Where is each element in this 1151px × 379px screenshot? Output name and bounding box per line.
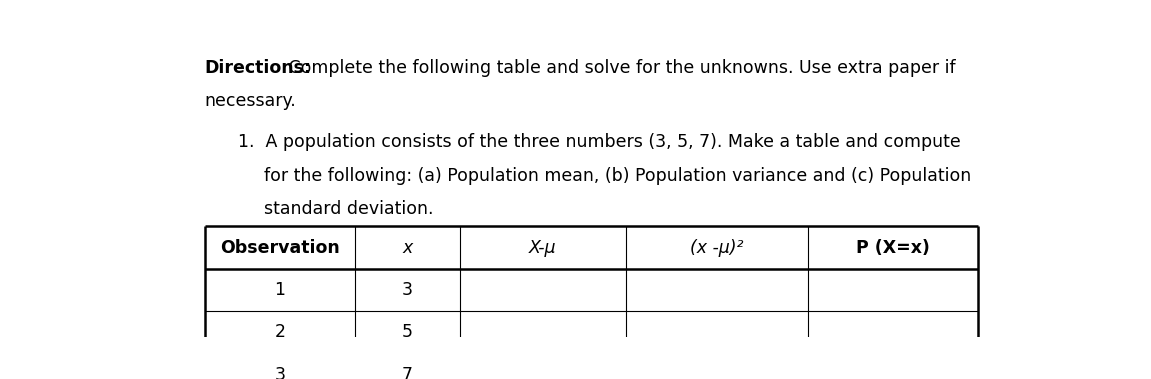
Text: X-μ: X-μ — [529, 238, 557, 257]
Text: for the following: (a) Population mean, (b) Population variance and (c) Populati: for the following: (a) Population mean, … — [265, 167, 971, 185]
Text: Observation: Observation — [220, 238, 340, 257]
Text: Complete the following table and solve for the unknowns. Use extra paper if: Complete the following table and solve f… — [283, 59, 955, 77]
Text: 5: 5 — [402, 323, 413, 341]
Text: 2: 2 — [274, 323, 285, 341]
Text: x: x — [403, 238, 413, 257]
Text: standard deviation.: standard deviation. — [265, 200, 434, 218]
Text: 1.  A population consists of the three numbers (3, 5, 7). Make a table and compu: 1. A population consists of the three nu… — [237, 133, 960, 151]
Text: (x -μ)²: (x -μ)² — [691, 238, 744, 257]
Text: 3: 3 — [274, 365, 285, 379]
Text: 7: 7 — [402, 365, 413, 379]
Text: 3: 3 — [402, 281, 413, 299]
Text: P (X=x): P (X=x) — [856, 238, 930, 257]
Text: necessary.: necessary. — [205, 92, 296, 110]
Text: 1: 1 — [274, 281, 285, 299]
Text: Directions:: Directions: — [205, 59, 312, 77]
